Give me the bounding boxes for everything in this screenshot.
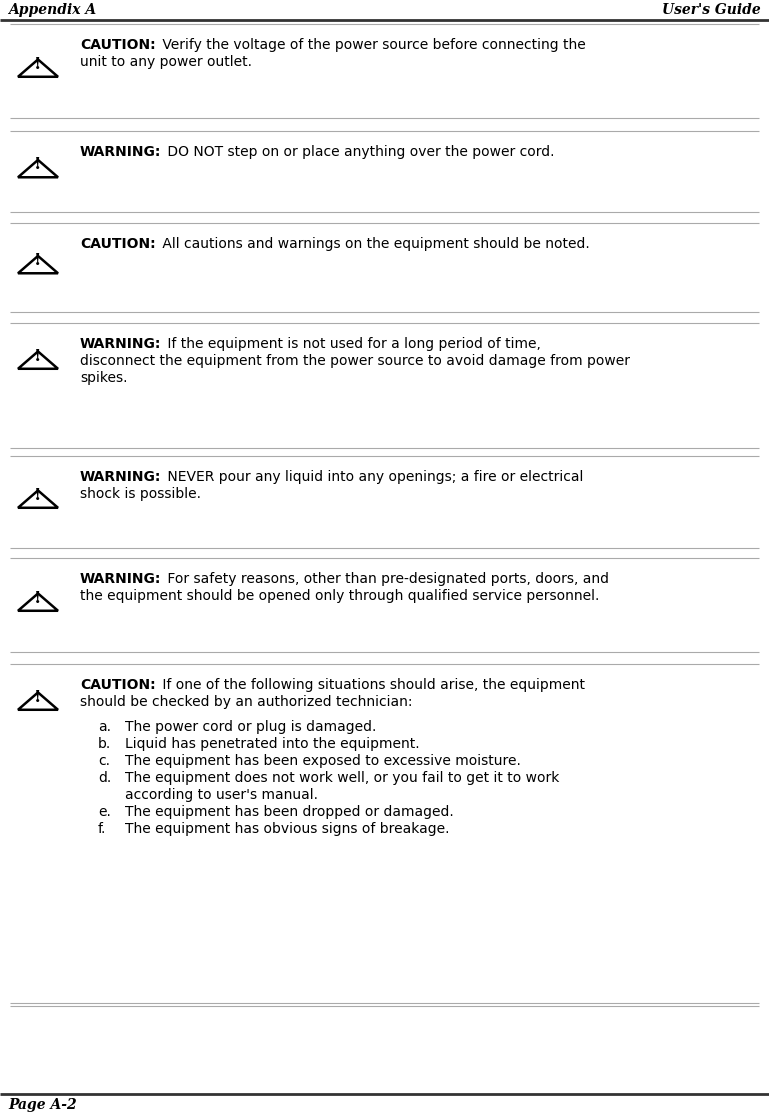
Text: !: ! (35, 590, 42, 607)
Text: DO NOT step on or place anything over the power cord.: DO NOT step on or place anything over th… (163, 145, 555, 159)
Text: The power cord or plug is damaged.: The power cord or plug is damaged. (125, 720, 376, 734)
Polygon shape (18, 59, 58, 77)
Polygon shape (18, 693, 58, 709)
Text: !: ! (35, 56, 42, 73)
Text: spikes.: spikes. (80, 371, 128, 385)
Text: WARNING:: WARNING: (80, 572, 161, 586)
Text: The equipment has been exposed to excessive moisture.: The equipment has been exposed to excess… (125, 754, 521, 768)
Text: a.: a. (98, 720, 111, 734)
Text: according to user's manual.: according to user's manual. (125, 787, 318, 802)
Text: d.: d. (98, 771, 112, 785)
Text: Verify the voltage of the power source before connecting the: Verify the voltage of the power source b… (158, 38, 585, 52)
Text: should be checked by an authorized technician:: should be checked by an authorized techn… (80, 695, 412, 709)
Text: unit to any power outlet.: unit to any power outlet. (80, 55, 252, 69)
Text: b.: b. (98, 737, 112, 751)
Text: If one of the following situations should arise, the equipment: If one of the following situations shoul… (158, 678, 584, 693)
Text: CAUTION:: CAUTION: (80, 678, 155, 693)
Text: disconnect the equipment from the power source to avoid damage from power: disconnect the equipment from the power … (80, 354, 630, 367)
Text: !: ! (35, 487, 42, 504)
Text: WARNING:: WARNING: (80, 470, 161, 484)
Polygon shape (18, 490, 58, 508)
Polygon shape (18, 256, 58, 274)
Text: !: ! (35, 156, 42, 173)
Text: e.: e. (98, 805, 111, 819)
Text: NEVER pour any liquid into any openings; a fire or electrical: NEVER pour any liquid into any openings;… (163, 470, 584, 484)
Text: If the equipment is not used for a long period of time,: If the equipment is not used for a long … (163, 337, 541, 351)
Polygon shape (18, 352, 58, 369)
Text: WARNING:: WARNING: (80, 337, 161, 351)
Text: Liquid has penetrated into the equipment.: Liquid has penetrated into the equipment… (125, 737, 420, 751)
Text: The equipment has been dropped or damaged.: The equipment has been dropped or damage… (125, 805, 454, 819)
Text: CAUTION:: CAUTION: (80, 237, 155, 251)
Text: !: ! (35, 689, 42, 706)
Polygon shape (18, 593, 58, 611)
Text: User's Guide: User's Guide (662, 3, 761, 17)
Text: The equipment has obvious signs of breakage.: The equipment has obvious signs of break… (125, 822, 450, 836)
Text: the equipment should be opened only through qualified service personnel.: the equipment should be opened only thro… (80, 589, 599, 603)
Text: For safety reasons, other than pre-designated ports, doors, and: For safety reasons, other than pre-desig… (163, 572, 609, 586)
Text: !: ! (35, 252, 42, 269)
Text: Page A-2: Page A-2 (8, 1098, 77, 1113)
Text: The equipment does not work well, or you fail to get it to work: The equipment does not work well, or you… (125, 771, 559, 785)
Text: shock is possible.: shock is possible. (80, 487, 201, 502)
Text: All cautions and warnings on the equipment should be noted.: All cautions and warnings on the equipme… (158, 237, 589, 251)
Polygon shape (18, 160, 58, 178)
Text: CAUTION:: CAUTION: (80, 38, 155, 52)
Text: !: ! (35, 347, 42, 365)
Text: Appendix A: Appendix A (8, 3, 96, 17)
Text: c.: c. (98, 754, 110, 768)
Text: f.: f. (98, 822, 106, 836)
Text: WARNING:: WARNING: (80, 145, 161, 159)
